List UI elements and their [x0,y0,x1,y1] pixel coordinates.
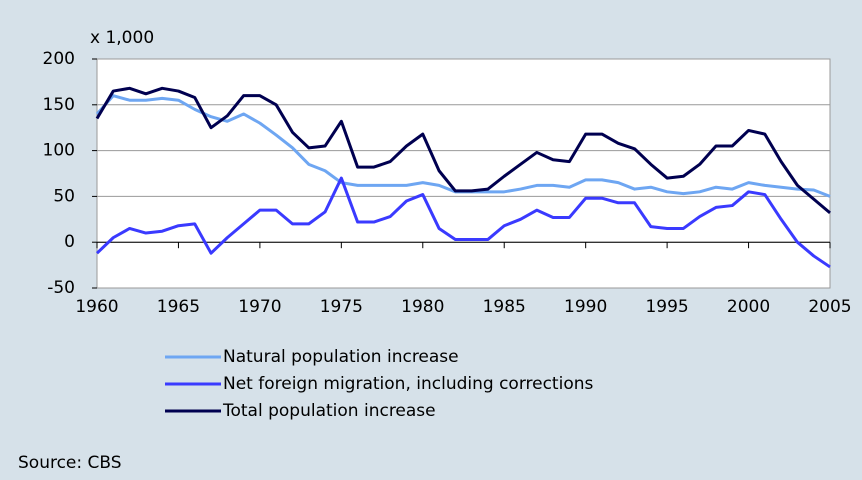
x-tick-label: 1995 [645,297,688,317]
y-tick-label: 100 [43,141,75,161]
y-tick-label: 50 [53,186,75,206]
x-tick-label: 1965 [157,297,200,317]
x-tick-label: 1970 [238,297,281,317]
x-tick-label: 2000 [727,297,770,317]
x-tick-label: 1975 [320,297,363,317]
series-line [95,86,831,215]
x-tick-label: 1960 [75,297,118,317]
plot-area [96,58,831,289]
x-tick-label: 2005 [808,297,851,317]
source: Source: CBS [18,453,122,473]
series-line [95,176,831,269]
legend-label: Total population increase [222,401,436,421]
y-tick-label: -50 [47,278,75,298]
legend-label: Net foreign migration, including correct… [223,374,593,394]
unit-label: x 1,000 [90,28,154,48]
x-tick-label: 1980 [401,297,444,317]
x-tick-label: 1990 [564,297,607,317]
y-tick-label: 200 [43,49,75,69]
x-tick-label: 1985 [483,297,526,317]
y-tick-label: 0 [64,232,75,252]
y-tick-label: 150 [43,95,75,115]
legend-label: Natural population increase [223,347,459,367]
